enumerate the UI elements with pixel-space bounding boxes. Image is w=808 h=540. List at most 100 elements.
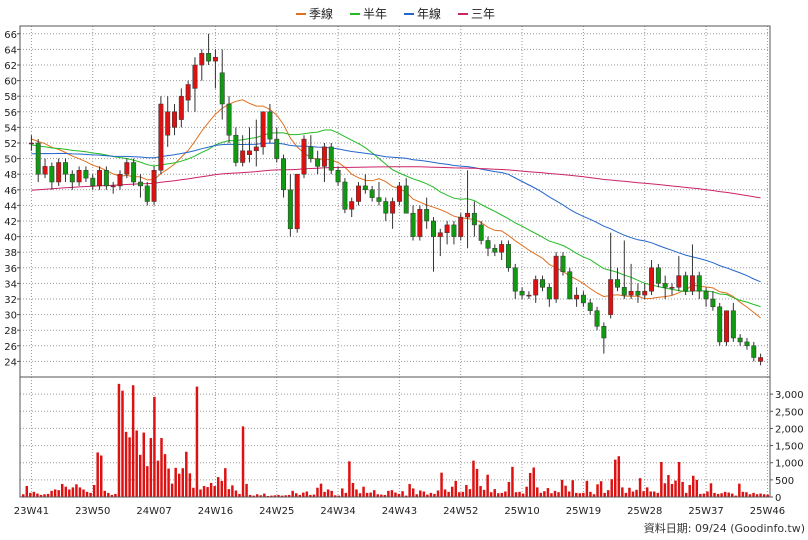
candle-body — [144, 185, 150, 202]
volume-bar — [599, 481, 603, 497]
volume-bar — [660, 462, 663, 497]
candle-body — [533, 279, 539, 296]
volume-bar — [663, 483, 667, 497]
volume-bar — [255, 494, 259, 497]
volume-bar — [259, 495, 262, 497]
volume-bar — [709, 483, 713, 497]
volume-bar — [238, 493, 241, 497]
x-tick-label: 24W25 — [259, 506, 294, 517]
candle-body — [431, 220, 436, 237]
volume-bar — [514, 492, 518, 497]
x-tick-label: 23W50 — [75, 506, 110, 517]
volume-bar — [475, 468, 479, 497]
candle-body — [267, 111, 273, 140]
price-tick-label: 28 — [4, 326, 17, 337]
volume-bar — [22, 494, 25, 497]
volume-bar — [472, 460, 475, 497]
volume-bar — [720, 493, 723, 497]
candle-body — [349, 201, 355, 210]
volume-bar — [146, 466, 149, 497]
candle-body — [758, 357, 764, 362]
volume-tick-label: 0 — [775, 493, 781, 504]
volume-bar — [149, 438, 153, 497]
price-tick-label: 36 — [4, 264, 17, 275]
volume-bar — [528, 473, 532, 497]
volume-bar — [333, 495, 337, 497]
candle-body — [321, 146, 327, 167]
candle-body — [540, 279, 545, 288]
volume-bar — [383, 494, 387, 497]
ma-line-2 — [31, 142, 761, 283]
volume-bar — [745, 492, 748, 497]
volume-bar — [716, 493, 720, 497]
volume-bar — [408, 483, 411, 497]
volume-bar — [596, 484, 599, 497]
legend-label-1: 半年 — [363, 7, 387, 21]
candle-body — [580, 294, 586, 304]
candle-body — [471, 212, 477, 226]
x-tick-label: 23W41 — [14, 506, 49, 517]
candle-body — [655, 267, 661, 284]
volume-bar — [124, 431, 128, 497]
volume-bar — [550, 493, 553, 497]
candle-body — [110, 185, 116, 188]
volume-bar — [309, 494, 312, 497]
volume-bar — [131, 385, 135, 497]
candle-body — [308, 146, 314, 159]
candle-body — [458, 216, 464, 237]
candle-body — [737, 337, 743, 343]
volume-bar — [153, 396, 156, 497]
volume-bar — [32, 491, 36, 497]
candle-body — [615, 279, 620, 288]
candle-body — [512, 267, 518, 292]
candle-body — [172, 111, 177, 128]
candle-body — [410, 212, 416, 237]
volume-bar — [369, 492, 372, 497]
candle-body — [519, 290, 525, 296]
price-tick-label: 52 — [4, 139, 17, 150]
volume-bar — [117, 383, 121, 497]
candle-body — [42, 166, 48, 175]
price-tick-label: 66 — [4, 30, 17, 41]
volume-bar — [294, 493, 298, 497]
volume-tick-label: 1,000 — [775, 459, 804, 470]
price-tick-label: 44 — [4, 201, 17, 212]
volume-bar — [231, 485, 234, 497]
candle-body — [328, 146, 334, 171]
volume-bar — [433, 493, 436, 497]
volume-bar — [589, 491, 592, 497]
candle-body — [335, 170, 341, 183]
volume-bar — [404, 495, 408, 497]
candle-body — [526, 294, 532, 297]
x-tick-label: 24W43 — [382, 506, 417, 517]
legend-label-2: 年線 — [417, 6, 441, 21]
candle-body — [124, 162, 130, 175]
volume-bar — [419, 490, 422, 497]
candle-body — [315, 158, 321, 167]
candle-body — [662, 283, 668, 288]
volume-bar — [759, 493, 762, 497]
volume-bar — [585, 480, 589, 497]
volume-tick-label: 500 — [775, 476, 794, 487]
candle-body — [601, 326, 607, 339]
candle-body — [649, 267, 655, 292]
x-tick-label: 25W19 — [566, 506, 601, 517]
volume-bar — [628, 487, 631, 497]
volume-bar — [202, 486, 206, 497]
candle-body — [703, 290, 709, 300]
volume-bar — [103, 490, 107, 497]
candle-body — [362, 185, 368, 191]
volume-bar — [337, 495, 340, 497]
volume-bar — [567, 491, 571, 497]
volume-bar — [227, 489, 231, 497]
volume-bar — [39, 494, 43, 497]
price-tick-label: 60 — [4, 77, 17, 88]
volume-bar — [440, 472, 443, 497]
legend-label-3: 三年 — [471, 7, 495, 21]
candle-body — [342, 181, 348, 210]
volume-bar — [560, 479, 564, 497]
volume-bar — [755, 494, 759, 497]
candle-body — [676, 275, 682, 288]
candle-body — [219, 72, 225, 105]
volume-bar — [78, 487, 82, 497]
